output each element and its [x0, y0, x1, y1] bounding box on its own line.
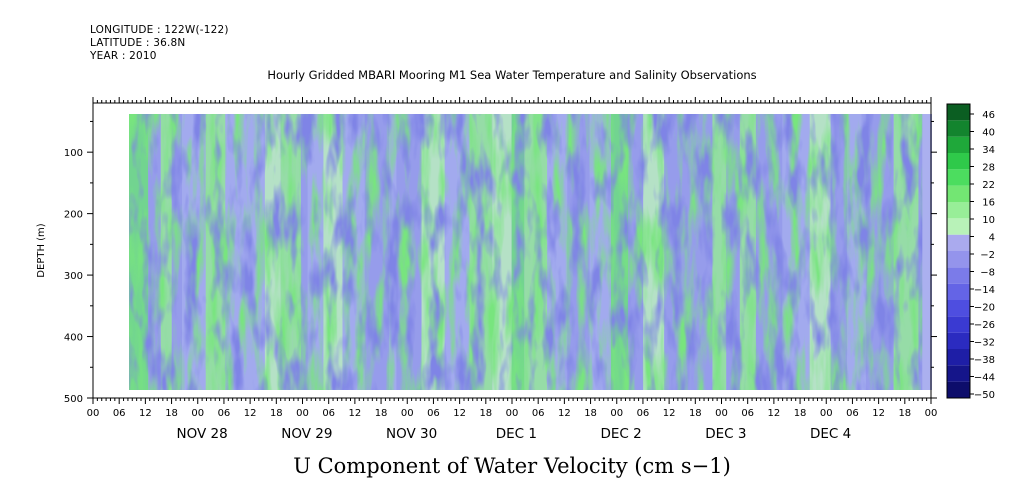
colorbar-segment: [947, 153, 970, 170]
field-noise-blue-fill: [129, 114, 923, 390]
x-day-label: DEC 1: [496, 426, 537, 442]
y-tick-label: 400: [64, 333, 83, 344]
longitude-label: LONGITUDE : 122W(-122): [90, 24, 229, 36]
colorbar-segment: [947, 136, 970, 153]
x-tick-label: 00: [296, 408, 309, 419]
x-day-label: DEC 3: [705, 426, 746, 442]
colorbar-segment: [947, 283, 970, 300]
colorbar-segment: [947, 234, 970, 251]
colorbar-segment: [947, 251, 970, 268]
x-tick-label: 18: [584, 408, 597, 419]
colorbar-label: 28: [982, 163, 995, 174]
velocity-field: [129, 114, 932, 390]
colorbar-label: −8: [980, 268, 995, 279]
colorbar-segment: [947, 169, 970, 186]
x-tick-label: 12: [139, 408, 152, 419]
colorbar-label: −26: [974, 320, 995, 331]
colorbar-label: 46: [982, 110, 995, 121]
x-tick-label: 18: [165, 408, 178, 419]
colorbar-segment: [947, 202, 970, 219]
latitude-label: LATITUDE : 36.8N: [90, 37, 186, 49]
x-tick-label: 06: [846, 408, 859, 419]
x-tick-label: 12: [872, 408, 885, 419]
x-tick-label: 06: [218, 408, 231, 419]
x-tick-label: 12: [244, 408, 257, 419]
colorbar-segment: [947, 349, 970, 366]
colorbar-label: −44: [974, 373, 995, 384]
colorbar-segment: [947, 104, 970, 121]
colorbar-label: 4: [989, 233, 995, 244]
y-axis-title: DEPTH (m): [36, 223, 47, 277]
x-tick-label: 18: [898, 408, 911, 419]
y-tick-label: 300: [64, 271, 83, 282]
x-tick-label: 00: [191, 408, 204, 419]
x-tick-label: 12: [663, 408, 676, 419]
colorbar-label: 40: [982, 128, 995, 139]
x-tick-label: 06: [427, 408, 440, 419]
x-tick-label: 18: [270, 408, 283, 419]
field-noise-blue: [129, 114, 923, 390]
colorbar-segment: [947, 332, 970, 349]
x-tick-label: 00: [506, 408, 519, 419]
colorbar-segment: [947, 381, 970, 398]
x-day-label: NOV 29: [281, 426, 332, 442]
y-tick-label: 200: [64, 210, 83, 221]
x-tick-label: 12: [768, 408, 781, 419]
x-tick-label: 12: [558, 408, 571, 419]
x-day-label: DEC 2: [600, 426, 641, 442]
colorbar-frame: [946, 103, 971, 399]
colorbar-segment: [947, 316, 970, 333]
x-day-label: DEC 4: [810, 426, 851, 442]
x-tick-label: 00: [401, 408, 414, 419]
colorbar-segment: [947, 218, 970, 235]
y-tick-label: 500: [64, 394, 83, 405]
colorbar-label: 34: [982, 145, 995, 156]
colorbar-label: −14: [974, 285, 995, 296]
colorbar-label: −20: [974, 303, 995, 314]
colorbar-label: −38: [974, 355, 995, 366]
colorbar-segment: [947, 120, 970, 137]
main-caption: U Component of Water Velocity (cm s−1): [293, 454, 731, 478]
y-tick-label: 100: [64, 148, 83, 159]
colorbar-segment: [947, 300, 970, 317]
x-day-label: NOV 28: [177, 426, 228, 442]
x-tick-label: 00: [87, 408, 100, 419]
x-tick-label: 06: [741, 408, 754, 419]
year-label: YEAR : 2010: [90, 50, 157, 62]
x-tick-label: 12: [349, 408, 362, 419]
axes: 00 06 12 18 00 06 12 18 00 06 12 18 00 06 12 18 00 06 12 18…: [36, 97, 937, 442]
colorbar-segment: [947, 365, 970, 382]
colorbar-label: 22: [982, 180, 995, 191]
x-tick-label: 18: [794, 408, 807, 419]
x-tick-label: 00: [610, 408, 623, 419]
x-tick-label: 00: [925, 408, 938, 419]
colorbar-label: −2: [980, 250, 995, 261]
x-tick-label: 06: [322, 408, 335, 419]
x-tick-label: 18: [375, 408, 388, 419]
x-tick-label: 06: [637, 408, 650, 419]
x-tick-label: 06: [532, 408, 545, 419]
colorbar: 46 40 34 28 22 16 10 4 −2 −8 −14 −20 −26 −32 −38 −44 −50: [946, 103, 995, 401]
colorbar-label: 16: [982, 198, 995, 209]
x-tick-label: 06: [113, 408, 126, 419]
colorbar-segment: [947, 185, 970, 202]
x-tick-label: 00: [715, 408, 728, 419]
plot-title: Hourly Gridded MBARI Mooring M1 Sea Wate…: [267, 68, 757, 82]
colorbar-label: −32: [974, 338, 995, 349]
colorbar-label: 10: [982, 215, 995, 226]
x-day-label: NOV 30: [386, 426, 437, 442]
x-tick-label: 00: [820, 408, 833, 419]
x-tick-label: 12: [453, 408, 466, 419]
colorbar-label: −50: [974, 390, 995, 401]
colorbar-segment: [947, 267, 970, 284]
x-tick-label: 18: [689, 408, 702, 419]
x-tick-label: 18: [479, 408, 492, 419]
